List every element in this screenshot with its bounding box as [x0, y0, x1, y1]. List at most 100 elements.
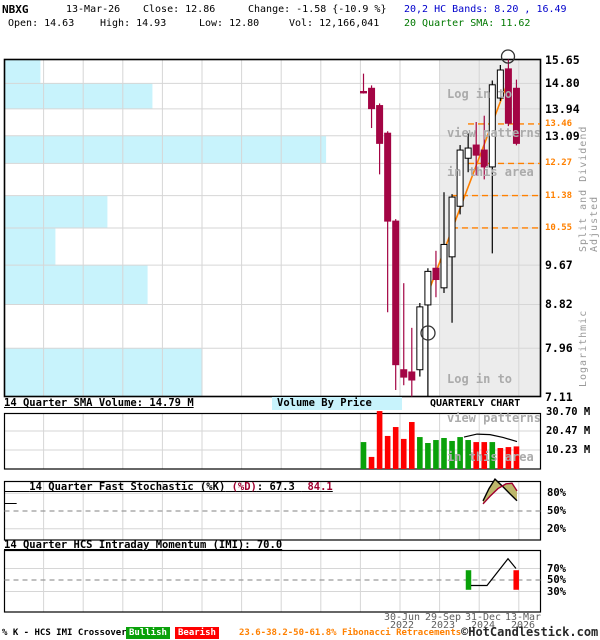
imi-tick-label: 50%: [547, 574, 566, 586]
login-overlay-top: Log in to view patterns in this area: [447, 62, 541, 205]
login-overlay-line: view patterns: [447, 411, 541, 425]
close-value: Close: 12.86: [143, 4, 216, 15]
stochastic-title-d: (%D): [225, 481, 257, 493]
fibonacci-tick-label: 10.55: [545, 222, 573, 233]
volume-bar: [376, 411, 383, 469]
date-tick-label: 13-Mar 2026: [504, 612, 542, 631]
candle-body: [488, 84, 496, 168]
imi-line: [471, 557, 517, 587]
volume-by-price-bar: [4, 227, 56, 266]
axis-note-adjusted: Split and Dividend Adjusted: [578, 125, 600, 252]
ticker-symbol: NBXG: [2, 3, 29, 16]
imi-bullish-bar: [465, 570, 472, 590]
candle-body: [360, 91, 367, 94]
copyright-label: ©HotCandlestick.com: [461, 625, 599, 639]
volume-by-price-chip: Volume By Price: [272, 397, 402, 410]
volume-bar: [409, 422, 415, 469]
login-overlay-line: Log in to: [447, 372, 513, 386]
candle-body: [384, 132, 392, 222]
candle-body: [432, 267, 440, 281]
price-tick-label: 15.65: [545, 52, 580, 67]
bullish-badge: Bullish: [126, 627, 170, 639]
candle-body: [504, 68, 512, 124]
volume-panel-title: 14 Quarter SMA Volume: 14.79 M: [4, 397, 194, 409]
fibonacci-tick-label: 13.46: [545, 118, 573, 129]
imi-bearish-bar: [513, 570, 519, 590]
volume-by-price-bar: [4, 83, 153, 109]
volume-bar: [489, 442, 496, 469]
candle-body: [440, 243, 448, 289]
candle-body: [472, 144, 480, 156]
imi-tick-label: 70%: [547, 562, 566, 575]
fibonacci-tick-label: 12.27: [545, 158, 573, 169]
volume-bar: [481, 442, 488, 469]
high-value: High: 14.93: [100, 18, 167, 29]
volume-bar: [505, 447, 512, 469]
bearish-badge: Bearish: [175, 627, 219, 639]
open-value: Open: 14.63: [8, 18, 75, 29]
price-tick-label: 7.11: [545, 389, 573, 404]
candle-body: [512, 87, 520, 144]
volume-bar: [513, 446, 520, 469]
candle-body: [376, 105, 384, 144]
stochastic-tick-label: 20%: [547, 522, 566, 535]
fibonacci-tick-label: 11.38: [545, 190, 573, 201]
candle-body: [480, 149, 488, 168]
stochastic-tick-label: 80%: [547, 487, 566, 500]
volume-bar: [368, 456, 375, 469]
volume-bar: [400, 438, 407, 469]
volume-bar: [417, 437, 423, 469]
volume-by-price-bar: [4, 265, 148, 305]
price-tick-label: 13.09: [545, 128, 580, 143]
price-tick-label: 13.94: [545, 101, 580, 116]
volume-bar: [441, 437, 447, 469]
stochastic-panel-title: 14 Quarter Fast Stochastic (%K) (%D): 67…: [4, 469, 333, 505]
date-tick-label: 31-Dec 2024: [464, 612, 502, 631]
change-value: Change: -1.58 {-10.9 %}: [248, 4, 387, 15]
candle-body: [408, 371, 416, 381]
volume-by-price-bar: [4, 195, 108, 228]
panel-border: [3, 58, 542, 398]
pattern-marker-circle: [420, 325, 436, 341]
volume-bar: [497, 448, 504, 469]
hc-bands-value: 20,2 HC Bands: 8.20 , 16.49: [404, 4, 567, 15]
candle-body: [496, 69, 504, 99]
volume-bar: [425, 443, 431, 469]
stochastic-d-value: 84.1: [301, 481, 333, 493]
login-overlay-bottom: Log in to view patterns in this area: [447, 347, 541, 490]
stochastic-k-value: : 67.3: [256, 481, 302, 493]
candle-body: [368, 87, 376, 110]
quote-date: 13-Mar-26: [66, 4, 121, 15]
volume-by-price-label: Volume By Price: [277, 397, 372, 409]
volume-tick-label: 10.23 M: [546, 444, 591, 456]
crossover-legend-label: % K - HCS IMI Crossover,: [2, 628, 133, 638]
volume-bar: [449, 440, 455, 469]
sma-value: 20 Quarter SMA: 11.62: [404, 18, 531, 29]
stochastic-k-line: [482, 478, 518, 502]
chart-type-label: QUARTERLY CHART: [430, 398, 521, 409]
candle-body: [416, 306, 424, 371]
candle-body: [392, 220, 400, 366]
volume-bar: [457, 437, 463, 469]
stochastic-title-main: 14 Quarter Fast Stochastic (%K): [29, 481, 226, 493]
volume-bar: [473, 442, 479, 469]
pattern-marker-circle: [500, 49, 516, 64]
volume-bar: [433, 440, 439, 469]
fibonacci-legend-label: 23.6-38.2-50-61.8% Fibonacci Retracement…: [239, 628, 462, 638]
volume-bar: [465, 440, 471, 469]
stochastic-d-line: [482, 482, 518, 505]
stochastic-tick-label: 50%: [547, 505, 566, 517]
volume-bar: [360, 442, 367, 469]
candle-body: [456, 149, 464, 207]
imi-tick-label: 30%: [547, 585, 566, 598]
price-tick-label: 9.67: [545, 258, 573, 273]
volume-value: Vol: 12,166,041: [289, 18, 380, 29]
candle-body: [448, 196, 456, 258]
price-tick-label: 7.96: [545, 341, 573, 356]
candle-body: [400, 369, 408, 378]
volume-by-price-bar: [4, 348, 202, 397]
price-tick-label: 14.80: [545, 76, 580, 91]
panel-border: [3, 412, 542, 470]
